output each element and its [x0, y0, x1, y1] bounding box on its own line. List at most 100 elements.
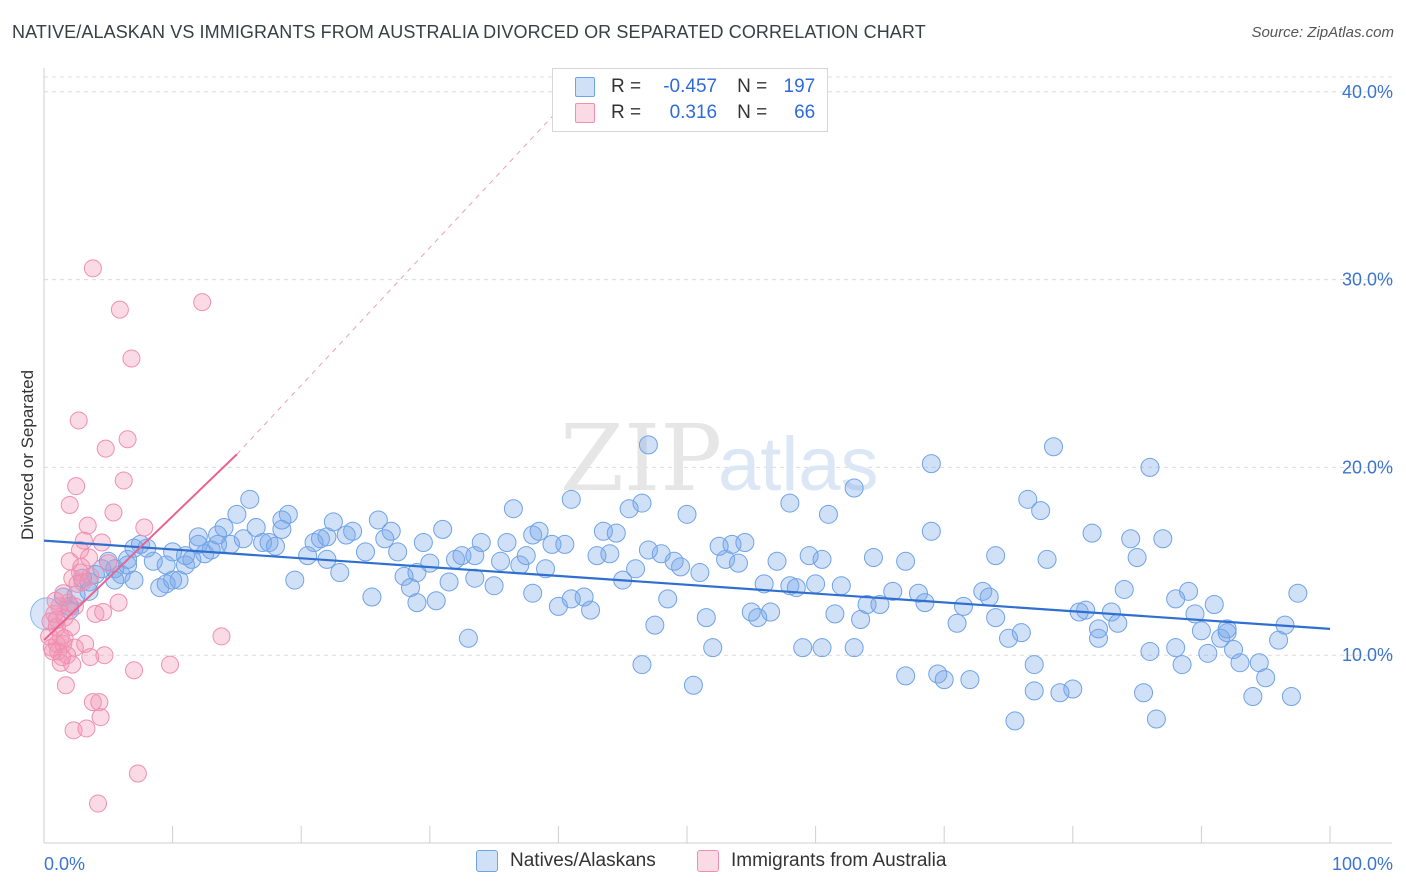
- data-point-immigrants: [89, 794, 108, 813]
- data-point-immigrants: [63, 655, 82, 674]
- data-point-immigrants: [60, 495, 79, 514]
- legend-n-value: 66: [794, 102, 816, 123]
- data-point-immigrants: [91, 708, 110, 727]
- data-point-immigrants: [56, 676, 75, 695]
- data-point-immigrants: [193, 293, 212, 312]
- data-point-natives: [1256, 668, 1276, 688]
- data-point-natives: [947, 613, 967, 633]
- data-point-natives: [407, 593, 427, 613]
- data-point-immigrants: [95, 646, 114, 665]
- data-point-natives: [1011, 623, 1031, 643]
- trend-line-natives: [43, 539, 1331, 630]
- data-point-natives: [606, 523, 626, 543]
- data-point-natives: [188, 534, 208, 554]
- data-point-natives: [310, 529, 330, 549]
- data-point-natives: [735, 533, 755, 553]
- data-point-natives: [1018, 489, 1038, 509]
- data-point-immigrants: [96, 439, 115, 458]
- data-point-natives: [1166, 638, 1186, 658]
- data-point-immigrants: [71, 563, 90, 582]
- x-tick-label: 0.0%: [44, 854, 85, 874]
- data-point-natives: [433, 519, 453, 539]
- data-point-natives: [426, 591, 446, 611]
- data-point-natives: [1288, 583, 1308, 603]
- data-point-natives: [1089, 619, 1109, 639]
- data-point-immigrants: [80, 548, 99, 567]
- data-point-natives: [934, 670, 954, 690]
- tick-labels: 10.0% 20.0% 30.0% 40.0% 0.0% 100.0%: [44, 82, 1393, 874]
- data-point-natives: [600, 544, 620, 564]
- data-point-natives: [799, 546, 819, 566]
- data-point-natives: [999, 628, 1018, 648]
- data-point-immigrants: [212, 627, 231, 646]
- y-tick-label: 30.0%: [1342, 270, 1393, 290]
- data-point-immigrants: [83, 259, 102, 278]
- data-point-natives: [516, 546, 536, 566]
- data-point-natives: [645, 615, 665, 635]
- data-point-natives: [529, 521, 549, 541]
- data-point-natives: [536, 559, 556, 579]
- y-tick-label: 10.0%: [1342, 645, 1393, 665]
- trend-lines: [43, 82, 1331, 641]
- data-point-natives: [786, 578, 806, 598]
- data-point-natives: [188, 527, 208, 547]
- legend-item-immigrants[interactable]: Immigrants from Australia: [697, 850, 946, 872]
- legend-r-value: -0.457: [663, 76, 718, 97]
- data-point-natives: [259, 533, 279, 553]
- data-point-natives: [1037, 549, 1057, 569]
- data-point-immigrants: [109, 593, 128, 612]
- data-point-natives: [1024, 681, 1044, 701]
- data-point-immigrants: [67, 477, 86, 496]
- data-point-immigrants: [99, 554, 118, 573]
- trend-line-immigrants: [43, 453, 238, 641]
- data-point-natives: [388, 542, 408, 562]
- data-point-natives: [156, 555, 176, 575]
- y-tick-label: 20.0%: [1342, 457, 1393, 477]
- data-point-natives: [671, 557, 691, 577]
- data-point-natives: [780, 576, 800, 596]
- data-point-natives: [1127, 548, 1147, 568]
- data-point-natives: [368, 510, 388, 530]
- data-point-natives: [979, 587, 999, 607]
- data-point-natives: [844, 478, 864, 498]
- data-point-natives: [1031, 501, 1051, 521]
- data-point-natives: [253, 533, 273, 553]
- data-point-natives: [896, 666, 916, 686]
- data-point-immigrants: [90, 693, 109, 712]
- data-point-natives: [272, 510, 292, 530]
- data-point-immigrants: [104, 503, 123, 522]
- watermark: ZIP atlas: [560, 405, 879, 512]
- data-point-natives: [503, 499, 523, 519]
- data-point-natives: [285, 570, 305, 590]
- data-point-natives: [413, 533, 433, 553]
- data-point-natives: [986, 608, 1006, 628]
- legend-item-natives[interactable]: Natives/Alaskans: [476, 850, 656, 872]
- data-point-natives: [831, 576, 851, 596]
- data-point-natives: [812, 549, 832, 569]
- data-point-natives: [806, 574, 826, 594]
- data-point-natives: [1140, 641, 1160, 661]
- data-point-natives: [812, 638, 832, 658]
- data-point-natives: [921, 521, 941, 541]
- data-point-natives: [1024, 655, 1044, 675]
- data-point-natives: [728, 553, 748, 573]
- data-point-natives: [143, 551, 163, 571]
- data-point-natives: [1153, 529, 1173, 549]
- data-point-immigrants: [77, 719, 96, 738]
- legend-row-natives: R = -0.457 N = 197: [575, 75, 815, 99]
- data-point-immigrants: [74, 531, 93, 550]
- legend-swatch-pink: [575, 103, 595, 123]
- data-point-natives: [690, 563, 710, 583]
- data-point-natives: [921, 454, 941, 474]
- data-point-natives: [523, 583, 543, 603]
- data-point-natives: [1243, 687, 1263, 707]
- data-point-immigrants: [110, 300, 129, 319]
- data-point-immigrants: [81, 567, 100, 586]
- y-tick-label: 40.0%: [1342, 82, 1393, 102]
- data-point-immigrants: [51, 653, 70, 672]
- data-point-immigrants: [86, 604, 105, 623]
- data-point-natives: [1082, 523, 1102, 543]
- legend-row-immigrants: R = 0.316 N = 66: [575, 101, 815, 125]
- data-point-natives: [793, 638, 813, 658]
